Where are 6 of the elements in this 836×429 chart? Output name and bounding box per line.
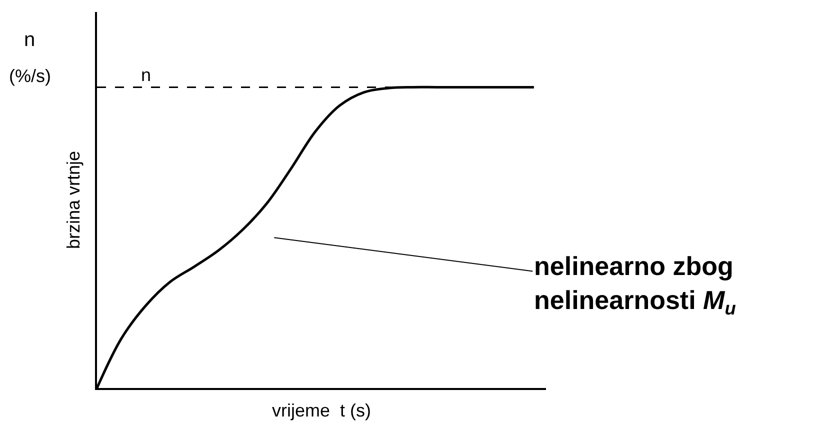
- annotation: nelinearno zbog nelinearnosti M$_{u}$: [534, 251, 736, 318]
- ref-line-label: n: [141, 65, 152, 85]
- x-axis-title: vrijeme t (s): [272, 400, 371, 421]
- y-axis-title: brzina vrtnje: [64, 150, 84, 250]
- text: n: [24, 29, 36, 51]
- text: (%/s): [9, 66, 51, 86]
